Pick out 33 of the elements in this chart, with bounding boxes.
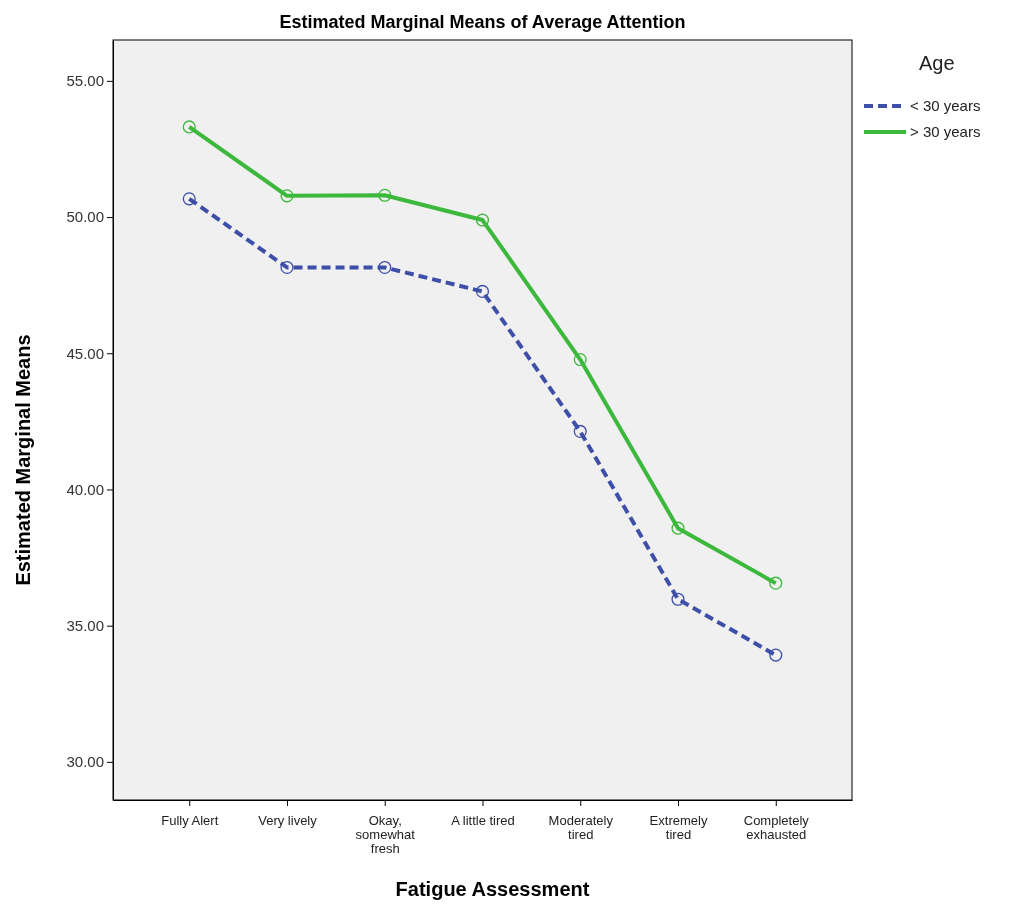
x-tick-label: Completely exhausted — [743, 813, 810, 842]
point — [573, 424, 587, 438]
x-tick-label: Moderately tired — [548, 813, 614, 842]
point — [378, 260, 392, 275]
point — [280, 189, 294, 203]
legend-label: < 30 years — [910, 97, 981, 114]
point — [182, 192, 196, 206]
point — [378, 188, 392, 202]
x-tick-label: Very lively — [258, 813, 318, 829]
y-tick-label: 50.00 — [66, 208, 104, 226]
x-tick-label: A little tired — [451, 813, 515, 829]
y-tick-label: 30.00 — [66, 753, 104, 771]
y-axis-title: Estimated Marginal Means — [12, 334, 34, 586]
x-tick-label: Fully Alert — [161, 813, 219, 829]
x-axis-title: Fatigue Assessment — [395, 878, 590, 900]
y-tick-label: 45.00 — [66, 344, 104, 362]
chart-title: Estimated Marginal Means of Average Attention — [279, 12, 686, 32]
legend-label: > 30 years — [910, 123, 981, 140]
point — [769, 648, 783, 662]
legend-title: Age — [919, 52, 955, 74]
point — [671, 592, 685, 606]
point — [280, 260, 294, 275]
point — [769, 576, 783, 590]
point — [475, 284, 490, 298]
y-tick-label: 40.00 — [66, 480, 104, 498]
y-tick-label: 35.00 — [66, 616, 104, 634]
x-tick-label: Okay, somewhat fresh — [355, 813, 416, 856]
y-tick-label: 55.00 — [66, 72, 104, 90]
point — [475, 213, 490, 227]
point — [182, 120, 196, 134]
x-tick-label: Extremely tired — [649, 813, 708, 842]
point — [671, 521, 685, 535]
point — [573, 352, 587, 367]
